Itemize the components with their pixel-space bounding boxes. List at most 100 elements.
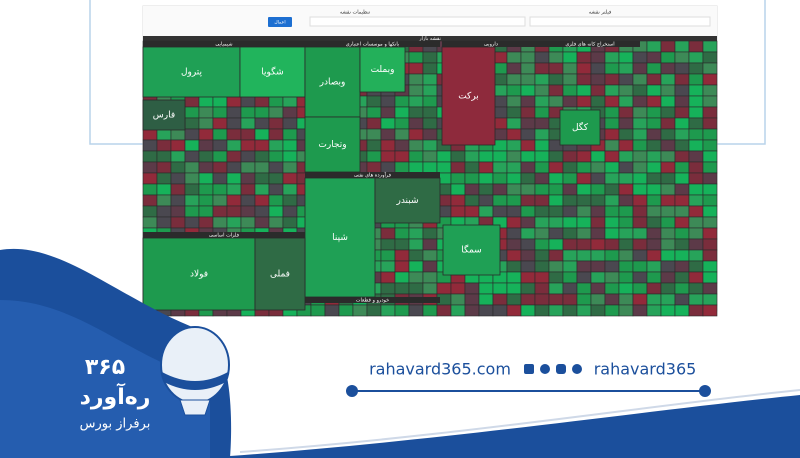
tile xyxy=(548,304,564,317)
tile xyxy=(562,95,578,108)
tile xyxy=(492,282,508,295)
tile xyxy=(240,205,256,218)
tile xyxy=(674,73,690,86)
tile xyxy=(702,51,718,64)
tile xyxy=(674,62,690,75)
tile xyxy=(604,139,620,152)
tile xyxy=(254,150,270,163)
tile xyxy=(632,161,648,174)
tile xyxy=(478,183,494,196)
tile xyxy=(212,95,228,108)
tile xyxy=(660,249,676,262)
tile xyxy=(674,95,690,108)
tile xyxy=(170,183,186,196)
tile xyxy=(632,260,648,273)
brand-slogan: برفراز بورس xyxy=(80,417,151,432)
tile xyxy=(534,51,550,64)
tile xyxy=(394,117,410,130)
stock-label: وبصادر xyxy=(319,78,346,88)
tile xyxy=(478,194,494,207)
tile xyxy=(576,282,592,295)
tile xyxy=(646,172,662,185)
tile xyxy=(534,205,550,218)
tile xyxy=(688,106,704,119)
tile xyxy=(506,172,522,185)
tile xyxy=(366,95,382,108)
stock-tile xyxy=(359,46,406,93)
tile xyxy=(688,128,704,141)
tile xyxy=(632,84,648,97)
tile xyxy=(590,183,606,196)
tile xyxy=(142,194,158,207)
tile xyxy=(562,249,578,262)
tile xyxy=(618,260,634,273)
tile xyxy=(492,194,508,207)
tile xyxy=(450,150,466,163)
tile xyxy=(646,73,662,86)
stock-label: کگل xyxy=(572,121,589,133)
tile xyxy=(674,194,690,207)
tile xyxy=(660,128,676,141)
website: rahavard365.com xyxy=(369,360,511,379)
tile xyxy=(170,139,186,152)
tile xyxy=(520,95,536,108)
tile xyxy=(702,128,718,141)
tile xyxy=(702,95,718,108)
tile xyxy=(212,161,228,174)
tile xyxy=(366,128,382,141)
dot xyxy=(699,385,711,397)
tile xyxy=(282,172,298,185)
tile xyxy=(198,216,214,229)
tile xyxy=(184,172,200,185)
tile xyxy=(198,117,214,130)
tile xyxy=(534,260,550,273)
tile xyxy=(408,95,424,108)
stock-tile xyxy=(254,237,306,311)
tile xyxy=(548,238,564,251)
tile xyxy=(674,282,690,295)
stock-label: فارس xyxy=(153,111,175,121)
tile xyxy=(604,205,620,218)
apply-label: اعمال xyxy=(274,21,285,26)
tile xyxy=(576,73,592,86)
tile xyxy=(688,205,704,218)
tile xyxy=(212,205,228,218)
tile xyxy=(590,249,606,262)
tile xyxy=(254,194,270,207)
tile xyxy=(646,106,662,119)
tile xyxy=(604,293,620,306)
tile xyxy=(646,84,662,97)
tile xyxy=(268,183,284,196)
tile xyxy=(422,106,438,119)
tile xyxy=(478,304,494,317)
tile xyxy=(520,161,536,174)
tile xyxy=(604,304,620,317)
tile xyxy=(590,95,606,108)
tile xyxy=(646,304,662,317)
tile xyxy=(534,172,550,185)
tile xyxy=(702,106,718,119)
tile xyxy=(632,51,648,64)
tile xyxy=(702,172,718,185)
tile xyxy=(226,161,242,174)
tile xyxy=(702,84,718,97)
tile xyxy=(408,249,424,262)
tile xyxy=(282,128,298,141)
tile xyxy=(618,95,634,108)
apply-button[interactable] xyxy=(268,17,292,27)
tile xyxy=(240,106,256,119)
tile xyxy=(632,150,648,163)
tile xyxy=(660,51,676,64)
tile xyxy=(688,139,704,152)
tile xyxy=(576,51,592,64)
tile xyxy=(352,304,368,317)
tile xyxy=(380,161,396,174)
tile xyxy=(492,205,508,218)
tile xyxy=(492,161,508,174)
tile xyxy=(702,282,718,295)
tile xyxy=(632,172,648,185)
tile xyxy=(394,139,410,152)
tile xyxy=(562,304,578,317)
tile xyxy=(492,304,508,317)
tile xyxy=(548,95,564,108)
